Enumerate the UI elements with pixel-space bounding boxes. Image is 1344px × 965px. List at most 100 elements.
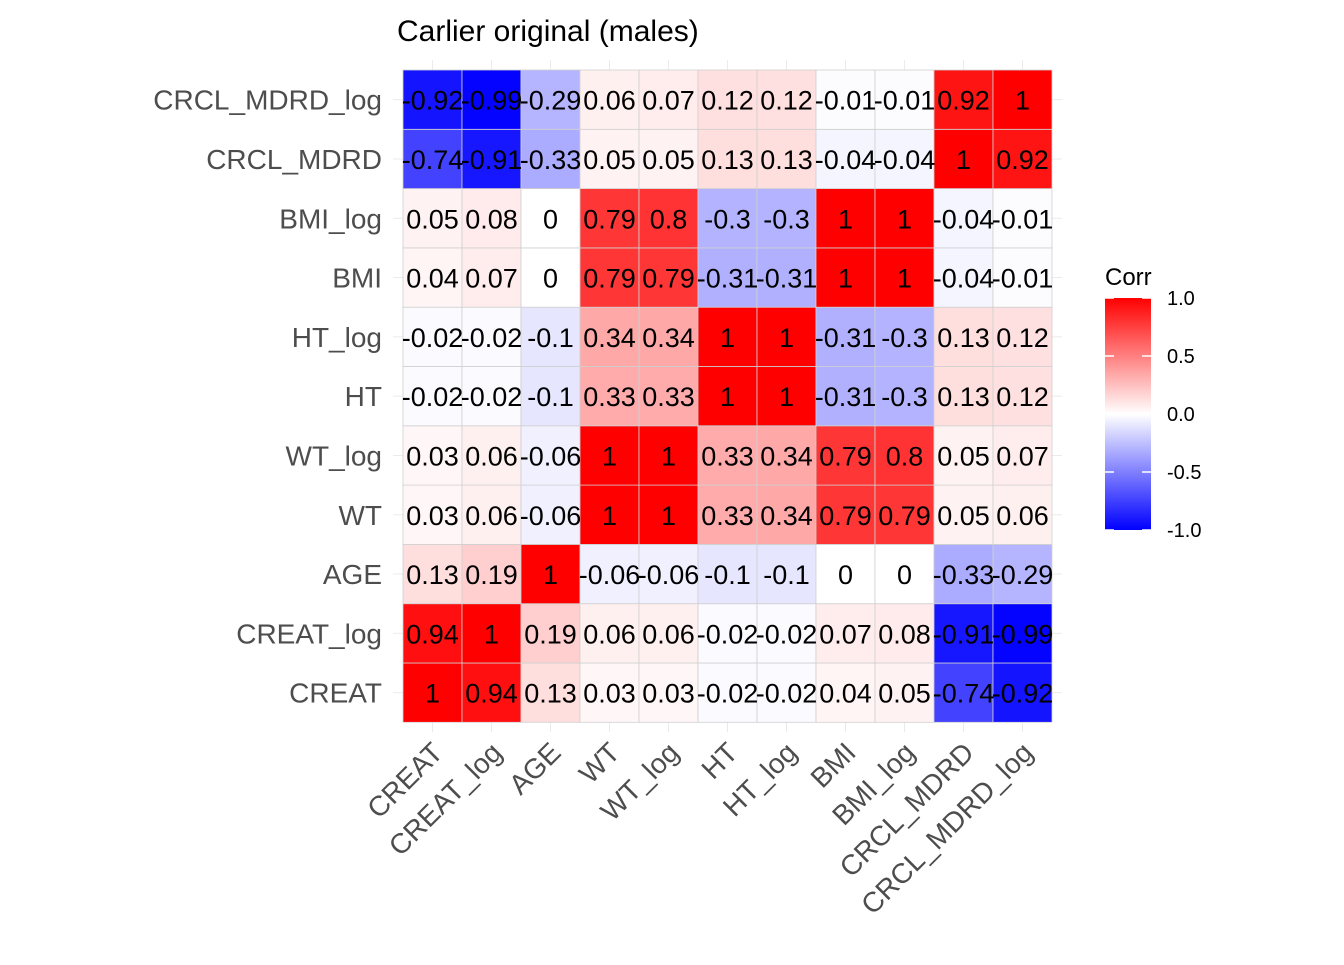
cell-value-label: -0.1 bbox=[704, 560, 751, 590]
heatmap-cell-creat_log-crcl_mdrd_log bbox=[992, 603, 1053, 664]
legend-tick-label: -0.5 bbox=[1167, 462, 1201, 484]
chart-title: Carlier original (males) bbox=[397, 15, 699, 48]
cell-value-label: 0.08 bbox=[465, 204, 518, 234]
cell-value-label: 1 bbox=[720, 382, 735, 412]
heatmap-cell-wt_log-age bbox=[520, 425, 581, 486]
cell-value-label: -0.01 bbox=[992, 204, 1054, 234]
cell-value-label: -0.91 bbox=[933, 619, 995, 649]
cell-value-label: 0.79 bbox=[642, 264, 695, 294]
cell-value-label: -0.06 bbox=[638, 560, 700, 590]
heatmap-cell-creat_log-bmi_log bbox=[874, 603, 935, 664]
heatmap-cell-crcl_mdrd-bmi_log bbox=[874, 128, 935, 190]
cell-value-label: -0.06 bbox=[520, 441, 582, 471]
cell-value-label: 1 bbox=[602, 501, 617, 531]
cell-value-label: 0.05 bbox=[937, 501, 990, 531]
heatmap-cell-ht-crcl_mdrd bbox=[933, 366, 994, 427]
legend-tick-label: -1.0 bbox=[1167, 520, 1201, 542]
cell-value-label: 0.07 bbox=[819, 619, 872, 649]
cell-value-label: -0.02 bbox=[402, 382, 464, 412]
cell-value-label: 1 bbox=[838, 204, 853, 234]
cell-value-label: 0.19 bbox=[465, 560, 518, 590]
cell-value-label: -0.29 bbox=[992, 560, 1054, 590]
y-tick-label: HT bbox=[345, 381, 382, 412]
heatmap-cell-bmi_log-crcl_mdrd_log bbox=[992, 188, 1053, 249]
heatmap-cell-wt_log-creat bbox=[402, 425, 463, 486]
heatmap-cell-ht-ht bbox=[697, 366, 758, 427]
cell-value-label: 1 bbox=[425, 679, 440, 709]
y-tick-label: WT bbox=[338, 500, 382, 531]
heatmap-cell-creat_log-wt_log bbox=[638, 603, 699, 664]
cell-value-label: 1 bbox=[602, 441, 617, 471]
cell-value-label: -0.31 bbox=[697, 264, 759, 294]
cell-value-label: 0.12 bbox=[760, 86, 813, 116]
cell-value-label: -0.02 bbox=[461, 323, 523, 353]
cell-value-label: 1 bbox=[897, 204, 912, 234]
heatmap-cell-ht-bmi_log bbox=[874, 366, 935, 427]
heatmap-cell-bmi_log-age bbox=[520, 188, 581, 249]
heatmap-cell-bmi_log-ht_log bbox=[756, 188, 817, 249]
heatmap-cell-wt-creat bbox=[402, 484, 463, 545]
cell-value-label: 1 bbox=[779, 382, 794, 412]
heatmap-cell-crcl_mdrd-creat bbox=[402, 128, 463, 190]
cell-value-label: 0.05 bbox=[406, 204, 459, 234]
heatmap-cell-ht_log-age bbox=[520, 306, 581, 367]
cell-value-label: 0.05 bbox=[642, 145, 695, 175]
heatmap-cell-ht_log-bmi_log bbox=[874, 306, 935, 367]
heatmap-cell-bmi_log-wt bbox=[579, 188, 640, 249]
cell-value-label: -0.3 bbox=[704, 204, 751, 234]
heatmap-cell-crcl_mdrd-wt bbox=[579, 128, 640, 190]
cell-value-label: 0.04 bbox=[406, 264, 459, 294]
cell-value-label: 0.06 bbox=[583, 86, 636, 116]
cell-value-label: -0.99 bbox=[461, 86, 523, 116]
heatmap-cell-bmi-creat_log bbox=[461, 247, 522, 308]
x-tick-label: HT bbox=[695, 737, 743, 785]
cell-value-label: 0.79 bbox=[819, 441, 872, 471]
cell-value-label: 0.06 bbox=[465, 501, 518, 531]
heatmap-cell-bmi-ht bbox=[697, 247, 758, 308]
heatmap-cell-crcl_mdrd-crcl_mdrd bbox=[933, 128, 994, 190]
cell-value-label: -0.3 bbox=[881, 382, 928, 412]
cell-value-label: 0.12 bbox=[996, 382, 1049, 412]
cell-value-label: 0 bbox=[897, 560, 912, 590]
heatmap-cell-crcl_mdrd_log-wt bbox=[579, 69, 640, 130]
heatmap-cell-creat-crcl_mdrd_log bbox=[992, 662, 1053, 723]
cell-value-label: -0.31 bbox=[815, 323, 877, 353]
heatmap-cell-crcl_mdrd_log-bmi bbox=[815, 69, 876, 130]
heatmap-cell-creat-creat_log bbox=[461, 662, 522, 723]
heatmap-cell-age-age bbox=[520, 544, 581, 605]
cell-value-label: 0.05 bbox=[878, 679, 931, 709]
y-tick-label: CREAT_log bbox=[236, 618, 382, 649]
heatmap-cell-crcl_mdrd_log-age bbox=[520, 69, 581, 130]
cell-value-label: -0.02 bbox=[756, 619, 818, 649]
cell-value-label: -0.04 bbox=[933, 204, 995, 234]
heatmap-cell-bmi-crcl_mdrd bbox=[933, 247, 994, 308]
heatmap-cell-wt_log-crcl_mdrd bbox=[933, 425, 994, 486]
heatmap-cell-crcl_mdrd_log-crcl_mdrd bbox=[933, 69, 994, 130]
heatmap-cell-creat_log-ht_log bbox=[756, 603, 817, 664]
cell-value-label: -0.1 bbox=[763, 560, 810, 590]
y-tick-label: CRCL_MDRD_log bbox=[153, 85, 382, 116]
cell-value-label: -0.33 bbox=[933, 560, 995, 590]
heatmap-cell-bmi-wt_log bbox=[638, 247, 699, 308]
cell-value-label: 1 bbox=[720, 323, 735, 353]
heatmap-cell-wt-creat_log bbox=[461, 484, 522, 545]
cell-value-label: 1 bbox=[484, 619, 499, 649]
cell-value-label: 0.03 bbox=[583, 679, 636, 709]
heatmap-cell-bmi_log-creat_log bbox=[461, 188, 522, 249]
heatmap-cell-ht-creat bbox=[402, 366, 463, 427]
cell-value-label: 0.12 bbox=[996, 323, 1049, 353]
cell-value-label: -0.04 bbox=[874, 145, 936, 175]
y-tick-label: AGE bbox=[323, 559, 382, 590]
cell-value-label: 1 bbox=[661, 441, 676, 471]
cell-value-label: 1 bbox=[661, 501, 676, 531]
heatmap-cell-crcl_mdrd_log-ht_log bbox=[756, 69, 817, 130]
cell-value-label: -0.04 bbox=[815, 145, 877, 175]
heatmap-cell-wt_log-ht bbox=[697, 425, 758, 486]
heatmap-cell-wt_log-wt_log bbox=[638, 425, 699, 486]
cell-value-label: 0.08 bbox=[878, 619, 931, 649]
heatmap-cell-ht-ht_log bbox=[756, 366, 817, 427]
heatmap-cell-bmi_log-ht bbox=[697, 188, 758, 249]
heatmap-cell-creat-wt_log bbox=[638, 662, 699, 723]
heatmap-cell-creat_log-creat_log bbox=[461, 603, 522, 664]
cell-value-label: 0.03 bbox=[642, 679, 695, 709]
